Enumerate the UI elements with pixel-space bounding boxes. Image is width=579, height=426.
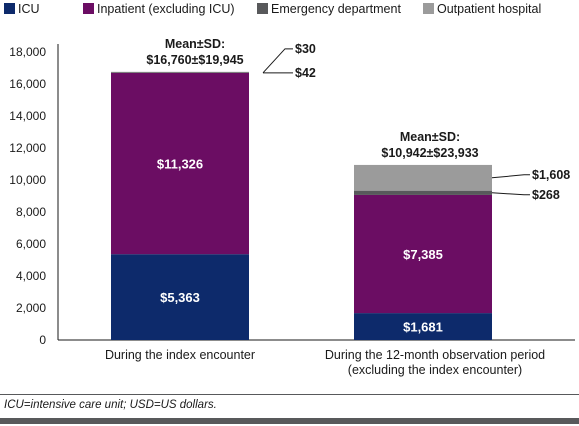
callout-line-outpatient [262, 48, 293, 74]
segment-value-label: $7,385 [403, 247, 443, 262]
legend-label: ICU [18, 2, 40, 16]
segment-value-label: $5,363 [160, 290, 200, 305]
callout-label-outpatient: $30 [295, 42, 316, 56]
bar-segment-inpatient-excluding-icu [354, 194, 492, 314]
bottom-rule [0, 418, 579, 424]
y-tick-label: 0 [39, 333, 46, 347]
x-category-label: During the index encounter [105, 348, 255, 362]
y-tick-label: 6,000 [16, 237, 46, 251]
bar-segment-outpatient-hospital [111, 71, 249, 73]
x-category-label: (excluding the index encounter) [348, 363, 522, 377]
legend-label: Inpatient (excluding ICU) [97, 2, 235, 16]
legend-swatch [257, 3, 268, 14]
mean-sd-heading: Mean±SD: [400, 130, 460, 144]
bar-segment-emergency-department [111, 72, 249, 73]
y-tick-label: 18,000 [9, 45, 46, 59]
y-tick-label: 2,000 [16, 301, 46, 315]
bar-segment-icu [111, 254, 249, 340]
segment-value-label: $11,326 [157, 157, 203, 172]
callout-label-outpatient: $1,608 [532, 168, 570, 182]
y-tick-label: 12,000 [9, 141, 46, 155]
segment-value-label: $1,681 [403, 320, 443, 335]
footnote: ICU=intensive care unit; USD=US dollars. [4, 399, 217, 411]
callout-label-emergency: $268 [532, 188, 560, 202]
y-tick-label: 8,000 [16, 205, 46, 219]
legend-label: Outpatient hospital [437, 2, 541, 16]
y-tick-label: 10,000 [9, 173, 46, 187]
callout-line-emergency [491, 192, 530, 196]
bar-segment-outpatient-hospital [354, 164, 492, 191]
legend-swatch [83, 3, 94, 14]
mean-sd-heading: Mean±SD: [165, 37, 225, 51]
bar-segment-icu [354, 313, 492, 340]
mean-sd-value: $10,942±$23,933 [381, 146, 478, 160]
legend-label: Emergency department [271, 2, 401, 16]
bar-segment-emergency-department [354, 190, 492, 195]
y-tick-label: 4,000 [16, 269, 46, 283]
mean-sd-value: $16,760±$19,945 [146, 53, 243, 67]
legend-swatch [423, 3, 434, 14]
legend-swatch [4, 3, 15, 14]
footnote-divider [0, 394, 579, 395]
callout-label-emergency: $42 [295, 66, 316, 80]
y-tick-label: 16,000 [9, 77, 46, 91]
x-category-label: During the 12-month observation period [325, 348, 545, 362]
y-tick-label: 14,000 [9, 109, 46, 123]
callout-line-outpatient [491, 174, 530, 179]
bar-segment-inpatient-excluding-icu [111, 72, 249, 255]
